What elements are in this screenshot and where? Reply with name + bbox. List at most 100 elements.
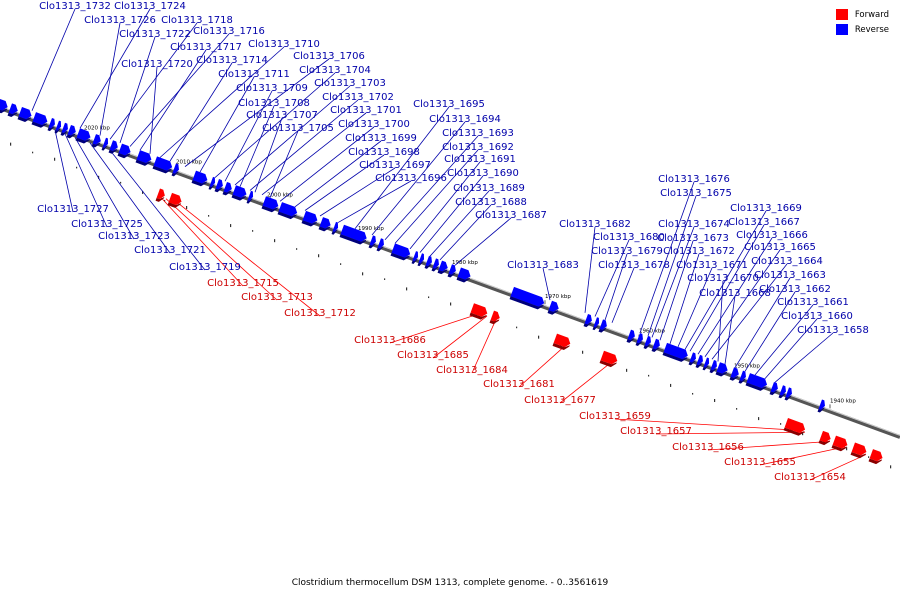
gene-label[interactable]: Clo1313_1698 <box>348 147 420 158</box>
reverse-gene-arrow[interactable] <box>277 202 299 220</box>
reverse-gene-arrow[interactable] <box>214 179 225 193</box>
gene-label[interactable]: Clo1313_1681 <box>483 379 555 390</box>
reverse-gene-arrow[interactable] <box>509 286 546 311</box>
gene-label[interactable]: Clo1313_1686 <box>354 335 426 346</box>
reverse-gene-arrow[interactable] <box>592 317 601 331</box>
gene-label[interactable]: Clo1313_1676 <box>658 174 730 185</box>
gene-label[interactable]: Clo1313_1664 <box>751 256 823 267</box>
reverse-gene-arrow[interactable] <box>583 313 594 328</box>
gene-label[interactable]: Clo1313_1701 <box>330 105 402 116</box>
gene-label[interactable]: Clo1313_1716 <box>193 26 265 37</box>
gene-label[interactable]: Clo1313_1655 <box>724 457 796 468</box>
gene-label[interactable]: Clo1313_1715 <box>207 278 279 289</box>
gene-label[interactable]: Clo1313_1702 <box>322 92 394 103</box>
gene-label[interactable]: Clo1313_1693 <box>442 128 514 139</box>
gene-label[interactable]: Clo1313_1690 <box>447 168 519 179</box>
reverse-gene-arrow[interactable] <box>778 385 788 399</box>
reverse-gene-arrow[interactable] <box>0 99 9 115</box>
gene-label[interactable]: Clo1313_1689 <box>453 183 525 194</box>
gene-label[interactable]: Clo1313_1710 <box>248 39 320 50</box>
gene-label[interactable]: Clo1313_1704 <box>299 65 371 76</box>
forward-gene-arrow[interactable] <box>818 430 833 447</box>
reverse-gene-arrow[interactable] <box>91 134 103 149</box>
forward-gene-arrow[interactable] <box>552 333 572 352</box>
gene-label[interactable]: Clo1313_1659 <box>579 411 651 422</box>
reverse-gene-arrow[interactable] <box>784 387 794 401</box>
gene-label[interactable]: Clo1313_1675 <box>660 188 732 199</box>
gene-label[interactable]: Clo1313_1685 <box>397 350 469 361</box>
gene-label[interactable]: Clo1313_1660 <box>781 311 853 322</box>
gene-label[interactable]: Clo1313_1663 <box>754 270 826 281</box>
reverse-gene-arrow[interactable] <box>695 354 705 369</box>
gene-label[interactable]: Clo1313_1721 <box>134 245 206 256</box>
reverse-gene-arrow[interactable] <box>626 329 637 344</box>
gene-label[interactable]: Clo1313_1679 <box>591 246 663 257</box>
gene-label[interactable]: Clo1313_1674 <box>658 219 730 230</box>
gene-label[interactable]: Clo1313_1665 <box>744 242 816 253</box>
reverse-gene-arrow[interactable] <box>222 181 234 197</box>
gene-label[interactable]: Clo1313_1657 <box>620 426 692 437</box>
reverse-gene-arrow[interactable] <box>635 332 645 347</box>
reverse-gene-arrow[interactable] <box>702 357 711 371</box>
reverse-gene-arrow[interactable] <box>709 360 719 374</box>
reverse-gene-arrow[interactable] <box>208 176 217 191</box>
reverse-gene-arrow[interactable] <box>261 196 281 213</box>
gene-label[interactable]: Clo1313_1695 <box>413 99 485 110</box>
reverse-gene-arrow[interactable] <box>152 156 174 174</box>
reverse-gene-arrow[interactable] <box>339 224 369 246</box>
gene-label[interactable]: Clo1313_1656 <box>672 442 744 453</box>
forward-gene-arrow[interactable] <box>599 350 619 369</box>
reverse-gene-arrow[interactable] <box>447 264 458 278</box>
reverse-gene-arrow[interactable] <box>643 335 653 350</box>
forward-gene-arrow[interactable] <box>831 435 850 453</box>
gene-label[interactable]: Clo1313_1671 <box>676 260 748 271</box>
gene-label[interactable]: Clo1313_1687 <box>475 210 547 221</box>
gene-label[interactable]: Clo1313_1705 <box>262 123 334 134</box>
gene-label[interactable]: Clo1313_1677 <box>524 395 596 406</box>
reverse-gene-arrow[interactable] <box>456 267 473 284</box>
gene-label[interactable]: Clo1313_1732 <box>39 1 111 12</box>
gene-label[interactable]: Clo1313_1662 <box>759 284 831 295</box>
reverse-gene-arrow[interactable] <box>231 185 249 202</box>
gene-label[interactable]: Clo1313_1719 <box>169 262 241 273</box>
gene-label[interactable]: Clo1313_1709 <box>236 83 308 94</box>
gene-label[interactable]: Clo1313_1667 <box>728 217 800 228</box>
gene-label[interactable]: Clo1313_1711 <box>218 69 290 80</box>
gene-label[interactable]: Clo1313_1706 <box>293 51 365 62</box>
gene-label[interactable]: Clo1313_1692 <box>442 142 514 153</box>
reverse-gene-arrow[interactable] <box>108 140 120 155</box>
gene-label[interactable]: Clo1313_1713 <box>241 292 313 303</box>
forward-gene-arrow[interactable] <box>868 449 885 465</box>
reverse-gene-arrow[interactable] <box>745 373 769 392</box>
gene-label[interactable]: Clo1313_1717 <box>170 42 242 53</box>
reverse-gene-arrow[interactable] <box>651 338 662 353</box>
gene-label[interactable]: Clo1313_1669 <box>730 203 802 214</box>
reverse-gene-arrow[interactable] <box>390 243 412 261</box>
reverse-gene-arrow[interactable] <box>101 137 110 152</box>
reverse-gene-arrow[interactable] <box>738 370 748 385</box>
reverse-gene-arrow[interactable] <box>411 251 420 265</box>
reverse-gene-arrow[interactable] <box>368 235 378 249</box>
reverse-gene-arrow[interactable] <box>47 118 57 132</box>
reverse-gene-arrow[interactable] <box>246 190 255 205</box>
gene-label[interactable]: Clo1313_1724 <box>114 1 186 12</box>
reverse-gene-arrow[interactable] <box>191 170 210 188</box>
gene-label[interactable]: Clo1313_1703 <box>314 78 386 89</box>
reverse-gene-arrow[interactable] <box>715 362 730 378</box>
reverse-gene-arrow[interactable] <box>171 163 181 177</box>
forward-gene-arrow[interactable] <box>167 192 184 209</box>
gene-label[interactable]: Clo1313_1707 <box>246 110 318 121</box>
reverse-gene-arrow[interactable] <box>75 128 93 145</box>
gene-label[interactable]: Clo1313_1683 <box>507 260 579 271</box>
reverse-gene-arrow[interactable] <box>331 221 340 236</box>
gene-label[interactable]: Clo1313_1688 <box>455 197 527 208</box>
gene-label[interactable]: Clo1313_1697 <box>359 160 431 171</box>
gene-label[interactable]: Clo1313_1712 <box>284 308 356 319</box>
reverse-gene-arrow[interactable] <box>688 352 698 366</box>
reverse-gene-arrow[interactable] <box>662 342 690 363</box>
reverse-gene-arrow[interactable] <box>817 399 827 413</box>
gene-label[interactable]: Clo1313_1700 <box>338 119 410 130</box>
gene-label[interactable]: Clo1313_1722 <box>119 29 191 40</box>
gene-label[interactable]: Clo1313_1680 <box>593 232 665 243</box>
gene-label[interactable]: Clo1313_1658 <box>797 325 869 336</box>
